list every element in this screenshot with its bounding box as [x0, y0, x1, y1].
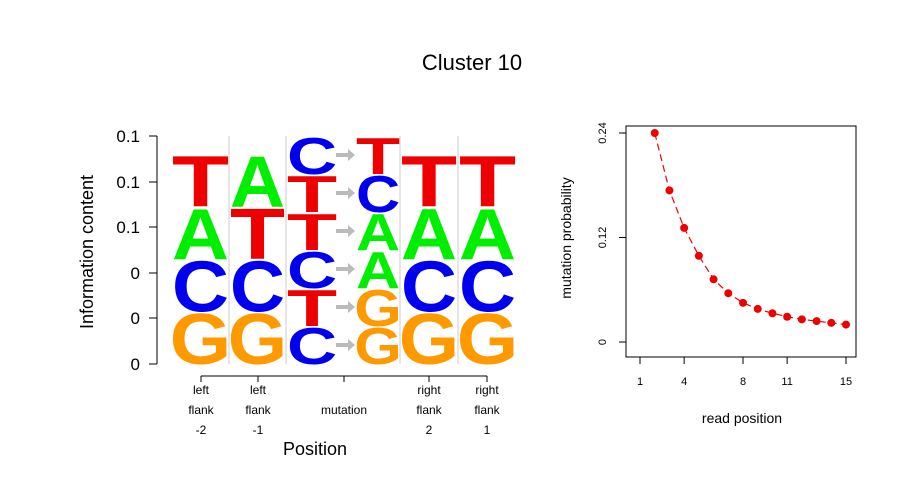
- probability-point: [709, 275, 718, 284]
- position-4-letter-A: A: [401, 194, 457, 275]
- position-4-letter-G: G: [399, 299, 459, 380]
- line-x-tick-label: 11: [781, 376, 792, 388]
- mutation-arrow: [336, 225, 355, 237]
- probability-point: [783, 312, 792, 321]
- logo-y-axis-label: Information content: [77, 175, 97, 329]
- position-2-letter-G: G: [228, 299, 287, 380]
- logo-x-tick-label: left: [250, 383, 267, 397]
- line-y-axis: 0 0.12 0.24: [597, 122, 626, 345]
- mutation-alt-letter-G: G: [354, 280, 402, 338]
- mutation-alt-letter-A: A: [356, 204, 400, 262]
- probability-point: [650, 129, 659, 137]
- line-x-axis-label: read position: [702, 410, 782, 426]
- mutation-probability-panel: 0 0.12 0.24 1 4 8 11 15 mutation probability r…: [558, 122, 857, 426]
- position-1-letter-C: C: [172, 247, 229, 328]
- line-y-tick-label: 0.12: [597, 227, 609, 248]
- position-1-letter-A: A: [172, 194, 229, 275]
- logo-y-axis: 0 0 0 0.1 0.1 0.1: [116, 127, 158, 374]
- line-x-tick-label: 1: [637, 376, 643, 388]
- mutation-ref-letter-T: T: [287, 165, 337, 223]
- mutation-ref-letter-C: C: [287, 241, 337, 300]
- probability-point: [739, 298, 747, 307]
- logo-y-tick-label: 0: [131, 264, 140, 283]
- probability-point: [812, 317, 821, 326]
- logo-x-tick-label: flank: [474, 403, 500, 417]
- position-2-letter-T: T: [230, 195, 285, 275]
- mutation-ref-letter-C: C: [287, 127, 337, 186]
- line-x-tick-label: 4: [681, 376, 687, 388]
- line-x-tick-label: 8: [740, 376, 746, 388]
- position-1-letter-T: T: [172, 141, 229, 222]
- logo-x-tick-label: left: [193, 383, 210, 397]
- mutation-arrow: [336, 339, 355, 351]
- probability-point: [797, 315, 806, 324]
- mutation-arrow: [336, 149, 355, 161]
- position-2-letter-C: C: [230, 247, 285, 328]
- mutation-arrow: [336, 263, 355, 275]
- line-x-tick-label: 15: [840, 376, 852, 388]
- logo-x-tick-label: mutation: [321, 403, 367, 417]
- position-5-letter-G: G: [457, 299, 519, 380]
- probability-point: [694, 251, 703, 260]
- probability-point: [680, 223, 689, 232]
- mutation-arrow: [336, 187, 355, 199]
- logo-x-tick-label: right: [475, 383, 499, 397]
- logo-x-tick-label: flank: [245, 403, 271, 417]
- position-5-letter-T: T: [459, 141, 516, 222]
- line-x-axis: 1 4 8 11 15: [637, 357, 852, 388]
- position-4-letter-C: C: [401, 246, 457, 327]
- position-5-letter-A: A: [459, 194, 516, 275]
- logo-x-tick-label: 1: [484, 423, 491, 437]
- logo-y-tick-label: 0.1: [116, 173, 140, 192]
- line-y-axis-label: mutation probability: [558, 177, 574, 298]
- logo-y-tick-label: 0: [131, 355, 140, 374]
- mutation-arrow: [336, 301, 355, 313]
- mutation-alt-letter-C: C: [356, 166, 400, 224]
- logo-x-tick-label: -1: [253, 423, 264, 437]
- mutation-ref-letter-T: T: [287, 279, 337, 337]
- mutation-alt-letter-A: A: [356, 242, 400, 300]
- position-4-letter-T: T: [401, 142, 457, 222]
- line-y-tick-label: 0.24: [597, 122, 609, 143]
- probability-point: [827, 318, 836, 327]
- probability-point: [665, 186, 674, 195]
- logo-x-tick-label: -2: [196, 423, 207, 437]
- mutation-ref-letter-C: C: [287, 317, 337, 376]
- logo-y-tick-label: 0.1: [116, 218, 140, 237]
- position-2-letter-A: A: [230, 142, 285, 223]
- logo-y-tick-label: 0: [131, 309, 140, 328]
- probability-point: [724, 289, 733, 298]
- logo-x-axis-label: Position: [283, 439, 347, 459]
- logo-y-tick-label: 0.1: [116, 127, 140, 146]
- mutation-alt-letter-G: G: [354, 318, 402, 376]
- figure-title: Cluster 10: [422, 50, 522, 75]
- logo-x-tick-label: right: [417, 383, 441, 397]
- logo-x-tick-label: flank: [188, 403, 214, 417]
- mutation-arrows: [336, 149, 355, 351]
- plot-frame: [625, 125, 857, 358]
- mutation-ref-letter-T: T: [287, 203, 337, 261]
- mutation-probability-series: [650, 129, 850, 329]
- position-5-letter-C: C: [459, 247, 516, 328]
- line-y-tick-label: 0: [597, 339, 609, 345]
- mutation-alt-letter-T: T: [356, 128, 400, 186]
- logo-position-separators: [228, 136, 459, 364]
- probability-point: [753, 304, 762, 313]
- probability-point: [842, 320, 850, 329]
- logo-x-tick-label: flank: [416, 403, 442, 417]
- probability-point: [768, 309, 777, 318]
- position-1-letter-G: G: [170, 299, 232, 380]
- logo-x-axis: left flank -2 left flank -1 mutation right flank…: [188, 375, 501, 437]
- logo-x-tick-label: 2: [426, 423, 433, 437]
